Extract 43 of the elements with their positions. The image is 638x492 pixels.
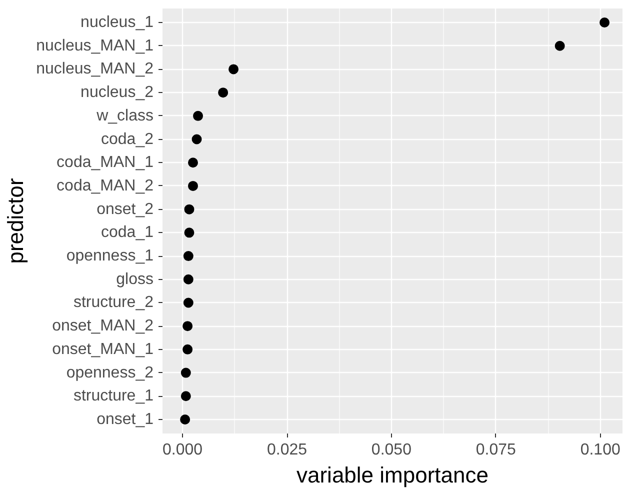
y-tick-label: onset_MAN_2: [52, 318, 154, 335]
point: [182, 344, 193, 354]
point: [192, 134, 202, 144]
x-tick-label: 0.025: [266, 442, 308, 458]
point: [180, 368, 191, 378]
point: [193, 110, 204, 121]
y-tick-label: coda_MAN_1: [56, 154, 154, 172]
y-tick-label: nucleus_MAN_1: [36, 37, 154, 54]
y-tick-label: onset_1: [96, 410, 154, 428]
y-tick-label: coda_1: [101, 224, 154, 242]
y-axis-title: predictor: [3, 178, 28, 264]
point: [600, 18, 610, 28]
y-tick-label: openness_2: [66, 364, 154, 382]
y-tick-label: w_class: [96, 107, 154, 124]
x-tick-label: 0.075: [476, 442, 516, 458]
x-tick-label: 0.050: [371, 442, 412, 458]
point: [188, 180, 198, 191]
y-tick-label: nucleus_MAN_2: [36, 60, 154, 78]
y-tick-label: structure_1: [73, 388, 154, 405]
point: [183, 251, 194, 262]
point: [184, 204, 194, 214]
point: [228, 64, 239, 74]
x-tick-label: 0.100: [580, 442, 620, 458]
y-tick-label: nucleus_1: [80, 14, 154, 32]
point: [183, 298, 194, 308]
point: [184, 228, 194, 238]
y-tick-label: openness_1: [66, 248, 154, 265]
point: [182, 321, 193, 332]
y-tick-label: onset_2: [96, 200, 154, 218]
point: [218, 88, 228, 98]
y-tick-label: coda_MAN_2: [56, 177, 154, 194]
point: [180, 391, 191, 402]
point: [188, 158, 198, 168]
x-tick-label: 0.000: [162, 442, 203, 458]
point: [183, 274, 194, 284]
point: [180, 414, 190, 424]
y-tick-label: coda_2: [101, 130, 154, 148]
x-axis-title: variable importance: [296, 462, 488, 488]
y-tick-label: structure_2: [73, 294, 154, 312]
y-tick-label: onset_MAN_1: [52, 340, 154, 358]
point: [554, 40, 565, 51]
y-tick-label: nucleus_2: [80, 84, 154, 102]
y-tick-label: gloss: [116, 270, 154, 288]
